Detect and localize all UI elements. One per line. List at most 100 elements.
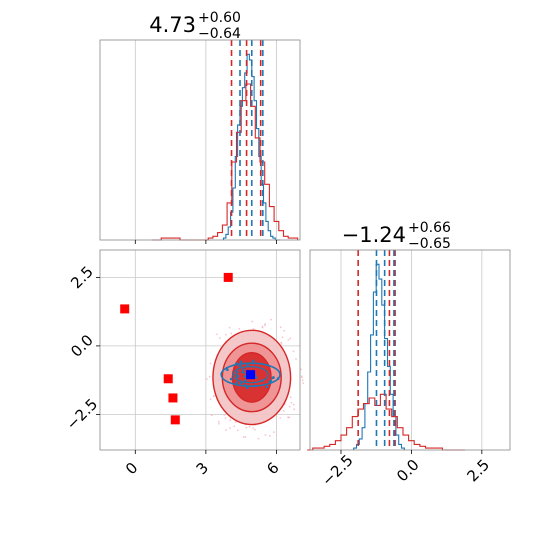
scatter-sample-point: [254, 428, 256, 431]
scatter-blue-point: [260, 379, 264, 383]
scatter-blue-point: [251, 359, 255, 363]
scatter-blue-point: [243, 384, 247, 387]
scatter-sample-point: [257, 437, 260, 440]
scatter-blue-point: [236, 370, 239, 374]
hist-param2-hist-series-1: [307, 393, 465, 451]
scatter-blue-point: [246, 363, 250, 367]
scatter-sample-point: [264, 324, 266, 327]
scatter-sample-point: [295, 358, 297, 360]
scatter-sample-point: [208, 375, 211, 378]
scatter-blue-point: [234, 373, 238, 376]
scatter-sample-point: [288, 405, 291, 408]
scatter-sample-point: [233, 425, 236, 428]
scatter-blue-point: [229, 377, 233, 381]
scatter-sample-point: [224, 333, 227, 336]
hist-param1-title-value: 4.73: [149, 13, 196, 37]
scatter-sample-point: [245, 426, 248, 429]
scatter-blue-point: [271, 376, 275, 380]
scatter-blue-square: [246, 370, 256, 380]
scatter-blue-point: [253, 384, 256, 388]
hist-param2-hist-series-0: [353, 263, 405, 451]
scatter-sample-point: [300, 368, 302, 371]
scatter-sample-point: [230, 332, 233, 335]
hist-param1-frame: [99, 39, 301, 241]
scatter-blue-point: [238, 364, 242, 368]
scatter-blue-point: [254, 376, 258, 379]
hist-param2-frame: [309, 249, 511, 451]
scatter-sample-point: [225, 429, 227, 431]
scatter-red-square-1: [223, 272, 233, 282]
scatter-blue-point: [236, 374, 240, 378]
scatter-blue-point: [239, 381, 243, 385]
hist-param2-title-value: −1.24: [342, 223, 406, 247]
scatter-ytick-label-0: 2.5: [67, 263, 97, 293]
scatter-sample-point: [223, 413, 226, 416]
scatter-sample-point: [218, 422, 220, 425]
scatter-blue-point: [239, 360, 243, 364]
hist-param1-title-lower: −0.64: [198, 26, 241, 42]
hist-param2-xtick-label-0: −2.5: [318, 451, 356, 489]
scatter-sample-point: [301, 379, 304, 382]
scatter-sample-point: [209, 362, 212, 365]
scatter-sample-point: [218, 337, 221, 339]
scatter-sample-point: [209, 398, 212, 401]
scatter-sample-point: [292, 403, 295, 406]
hist-param1-hist-series-0: [222, 53, 280, 241]
scatter-red-square-4: [170, 415, 180, 425]
scatter-sample-point: [269, 435, 271, 437]
scatter-sample-point: [229, 419, 232, 422]
scatter-blue-point: [234, 362, 238, 365]
scatter-blue-point: [268, 380, 272, 384]
scatter-sample-point: [242, 436, 245, 439]
scatter-red-square-0: [120, 304, 130, 314]
scatter-sample-point: [292, 350, 295, 353]
scatter-sample-point: [280, 343, 283, 345]
scatter-xtick-label-1: 3: [193, 459, 212, 478]
scatter-sample-point: [244, 435, 247, 438]
scatter-sample-point: [205, 378, 208, 381]
scatter-sample-point: [300, 375, 303, 378]
hist-param1-title-upper: +0.60: [198, 10, 241, 26]
scatter-blue-contour: [220, 362, 281, 387]
hist-param1-title: 4.73 +0.60−0.64: [149, 10, 241, 42]
scatter-sample-point: [270, 318, 273, 321]
scatter-blue-point: [235, 381, 239, 384]
scatter-sample-point: [289, 337, 292, 340]
scatter-ytick-label-1: 0.0: [67, 331, 97, 361]
scatter-sample-point: [234, 421, 237, 424]
scatter-sample-point: [282, 409, 285, 412]
scatter-xtick-label-2: 6: [263, 459, 282, 478]
scatter-sample-point: [252, 327, 255, 330]
hist-param2-title-lower: −0.65: [408, 236, 451, 252]
scatter-sample-point: [248, 425, 251, 428]
hist-param2-title-upper: +0.66: [408, 220, 451, 236]
scatter-blue-point: [242, 368, 245, 371]
scatter-blue-point: [276, 377, 280, 380]
scatter-sample-point: [289, 396, 292, 398]
scatter-blue-point: [243, 375, 247, 378]
scatter-sample-point: [216, 333, 218, 336]
hist-param2-title: −1.24 +0.66−0.65: [342, 220, 451, 252]
scatter-sample-point: [228, 326, 231, 329]
scatter-blue-point: [245, 386, 249, 390]
scatter-sample-point: [252, 427, 254, 430]
scatter-sample-point: [217, 420, 220, 423]
scatter-ytick-label-2: −2.5: [63, 395, 101, 433]
scatter-sample-point: [287, 338, 290, 341]
scatter-sample-point: [279, 326, 282, 329]
scatter-sample-point: [229, 427, 232, 430]
scatter-sample-point: [272, 431, 275, 434]
scatter-blue-point: [265, 385, 269, 389]
scatter-sample-point: [236, 429, 239, 432]
scatter-sample-point: [251, 320, 254, 323]
scatter-blue-point: [226, 368, 229, 372]
scatter-frame: [99, 249, 301, 451]
scatter-sample-point: [281, 336, 284, 339]
scatter-red-square-3: [168, 393, 178, 403]
scatter-sample-point: [224, 417, 227, 419]
hist-param1-hist-series-1: [151, 83, 299, 241]
scatter-sample-point: [264, 434, 267, 436]
scatter-sample-point: [302, 382, 305, 385]
